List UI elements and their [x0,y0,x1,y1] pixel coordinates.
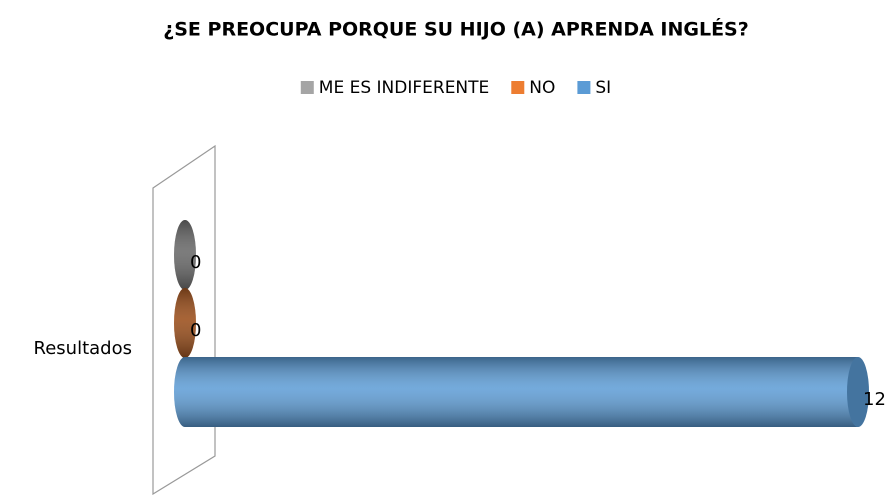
data-label: 0 [190,320,201,341]
legend-swatch [511,81,525,94]
data-label: 0 [190,252,201,273]
chart-title: ¿SE PREOCUPA PORQUE SU HIJO (A) APRENDA … [163,18,749,41]
back-wall [152,144,216,495]
y-tick-label: Resultados [34,338,132,359]
bar [174,220,196,290]
bar [174,357,869,427]
legend-swatch [300,81,314,94]
bar [174,288,196,358]
legend-label: SI [595,78,611,98]
legend-label: NO [529,78,555,98]
legend-label: ME ES INDIFERENTE [319,78,490,98]
data-label: 12 [863,389,886,410]
legend-swatch [577,81,591,94]
